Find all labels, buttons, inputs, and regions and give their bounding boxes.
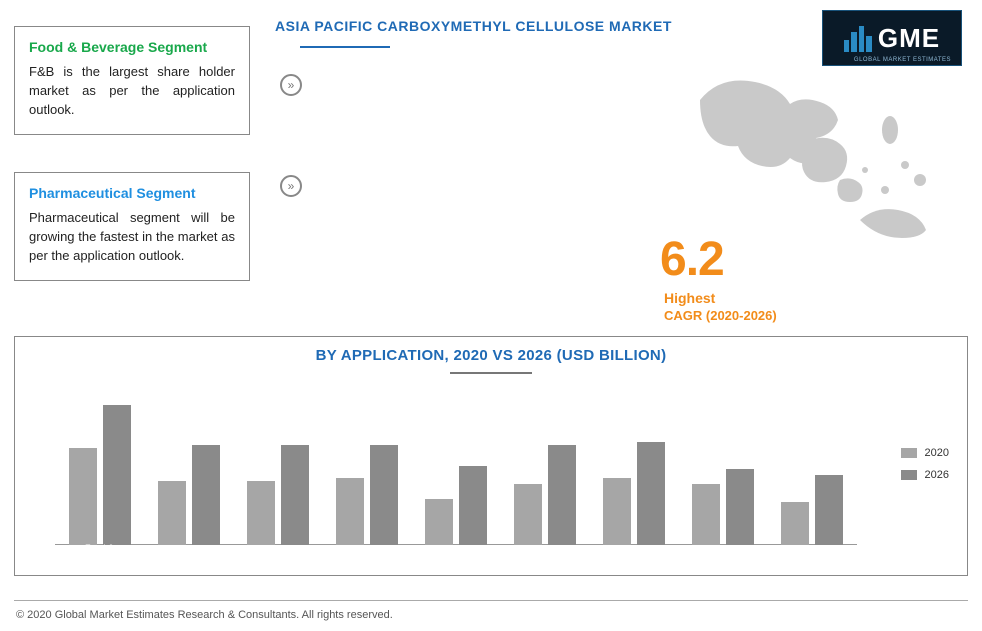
legend-item: 2026 (901, 469, 949, 481)
footer-divider (14, 600, 968, 601)
bar-group: Detergents (603, 442, 665, 545)
bar-2026 (815, 475, 843, 545)
legend-swatch (901, 470, 917, 480)
category-label: Other (781, 553, 843, 563)
bar-2020 (781, 502, 809, 545)
bar-2026 (192, 445, 220, 545)
bullet-list: » Growing demand for paints, inks, wires… (280, 74, 650, 276)
card-body: F&B is the largest share holder market a… (29, 63, 235, 120)
bar-group: Food & Beverage (69, 405, 131, 545)
page-title: ASIA PACIFIC CARBOXYMETHYL CELLULOSE MAR… (275, 18, 672, 34)
bar-2020 (514, 484, 542, 545)
bar-group: Paints (336, 445, 398, 545)
bar-group: Other (781, 475, 843, 545)
card-title: Pharmaceutical Segment (29, 185, 235, 201)
chart-plot-area: Food & Beverage Pharmaceutical Cosmetics Pa… (55, 393, 857, 545)
card-title: Food & Beverage Segment (29, 39, 235, 55)
bar-2020 (158, 481, 186, 545)
cagr-suffix: % (742, 252, 762, 278)
bar-group: Oil Drilling (514, 445, 576, 545)
bar-group: Textile (692, 469, 754, 545)
bar-2020 (425, 499, 453, 545)
category-label: Pharmaceutical (158, 553, 220, 563)
application-chart: BY APPLICATION, 2020 VS 2026 (USD BILLIO… (14, 336, 968, 576)
bar-2026 (370, 445, 398, 545)
segment-card-fnb: Food & Beverage Segment F&B is the large… (14, 26, 250, 135)
category-label: Paper (425, 553, 487, 563)
brand-logo: GME GLOBAL MARKET ESTIMATES (822, 10, 962, 66)
bullet-item: » Growing demand for paints, inks, wires… (280, 74, 650, 113)
bar-2026 (637, 442, 665, 545)
title-underline (300, 46, 390, 48)
category-label: Detergents (603, 553, 665, 563)
bullet-text: Growing number of oil drilling activitie… (312, 175, 650, 214)
copyright-text: © 2020 Global Market Estimates Research … (16, 609, 393, 621)
asia-pacific-map (690, 70, 960, 240)
category-label: Oil Drilling (514, 553, 576, 563)
card-body: Pharmaceutical segment will be growing t… (29, 209, 235, 266)
bar-2026 (103, 405, 131, 545)
bar-2026 (726, 469, 754, 545)
bar-group: Pharmaceutical (158, 445, 220, 545)
cagr-label-2: CAGR (2020-2026) (664, 308, 777, 323)
bullet-text: Growing demand for paints, inks, wires a… (312, 74, 650, 113)
cagr-value: 6.2 (660, 232, 724, 287)
bar-2020 (336, 478, 364, 545)
bar-2026 (548, 445, 576, 545)
chart-title: BY APPLICATION, 2020 VS 2026 (USD BILLIO… (15, 347, 967, 364)
category-label: Paints (336, 553, 398, 563)
logo-subtext: GLOBAL MARKET ESTIMATES (854, 57, 951, 63)
chevron-circle-icon: » (280, 175, 302, 197)
bar-group: Paper (425, 466, 487, 545)
logo-text: GME (878, 23, 940, 54)
chevron-circle-icon: » (280, 74, 302, 96)
bar-2020 (247, 481, 275, 545)
bar-2020 (692, 484, 720, 545)
legend-label: 2026 (925, 469, 949, 481)
category-label: Textile (692, 553, 754, 563)
bullet-item: » Growing number of oil drilling activit… (280, 175, 650, 214)
category-label: Food & Beverage (69, 543, 131, 563)
legend-swatch (901, 448, 917, 458)
cagr-label-1: Highest (664, 290, 715, 306)
legend-item: 2020 (901, 447, 949, 459)
legend-label: 2020 (925, 447, 949, 459)
bar-group: Cosmetics (247, 445, 309, 545)
logo-icon (844, 24, 872, 52)
segment-card-pharma: Pharmaceutical Segment Pharmaceutical se… (14, 172, 250, 281)
chart-title-underline (450, 372, 532, 374)
bar-2026 (281, 445, 309, 545)
category-label: Cosmetics (247, 553, 309, 563)
bar-2020 (69, 448, 97, 545)
bar-2020 (603, 478, 631, 545)
bar-2026 (459, 466, 487, 545)
chart-legend: 2020 2026 (901, 447, 949, 491)
